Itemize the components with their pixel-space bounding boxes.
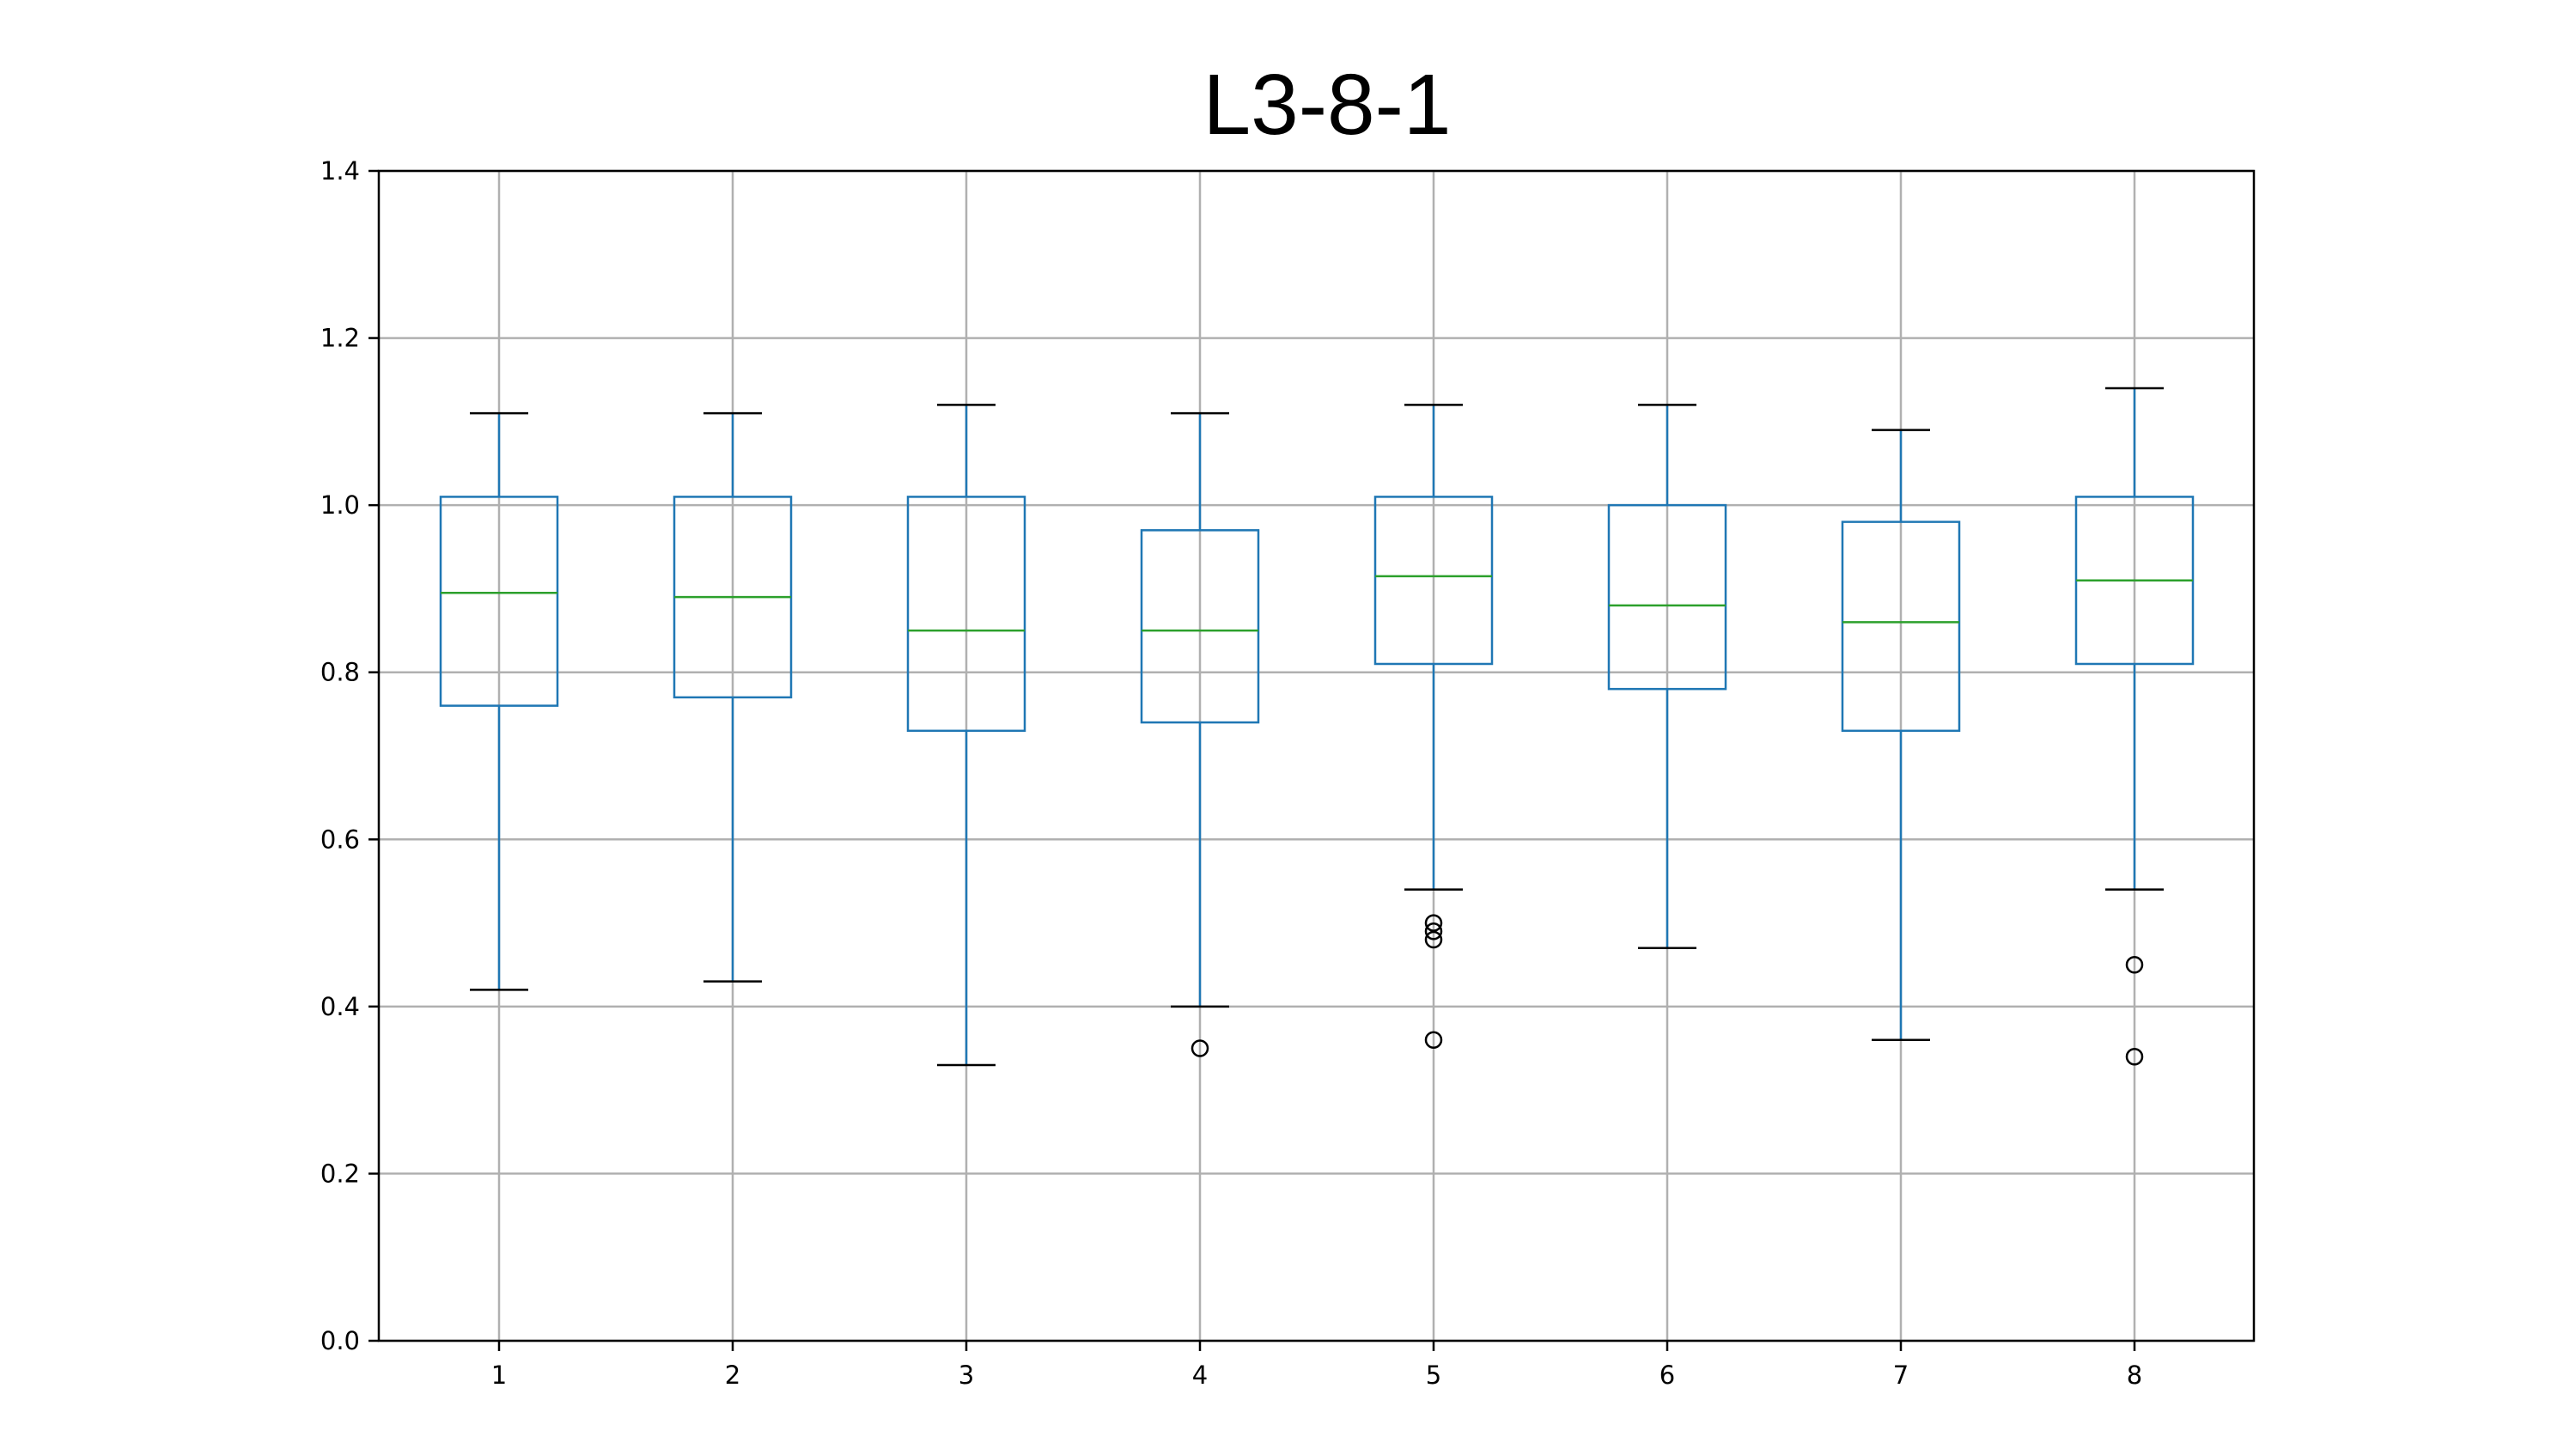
y-tick-label: 1.2 — [320, 324, 360, 353]
outlier-point — [2125, 1047, 2144, 1066]
chart-title: L3-8-1 — [1203, 57, 1452, 153]
iqr-box — [439, 496, 559, 707]
x-tick-label: 4 — [1192, 1361, 1208, 1390]
y-tick-label: 0.6 — [320, 825, 360, 854]
outlier-point — [1424, 922, 1443, 941]
outlier-point — [1191, 1039, 1209, 1057]
grid-lines — [379, 169, 2254, 1342]
iqr-box — [1607, 503, 1727, 691]
x-tick-label: 6 — [1659, 1361, 1675, 1390]
y-tick-label: 1.4 — [320, 156, 360, 186]
iqr-box — [1140, 529, 1260, 724]
box-6 — [1607, 404, 1727, 950]
outlier-point — [1424, 914, 1443, 932]
x-tick-label: 2 — [725, 1361, 740, 1390]
box-2 — [673, 411, 793, 983]
x-tick-label: 5 — [1426, 1361, 1441, 1390]
box-series — [439, 387, 2195, 1067]
x-tick-label: 1 — [491, 1361, 507, 1390]
axis-ticks: 0.0 0.2 0.4 0.6 0.8 1.0 1.2 1.4 1 2 3 4 5 6 7 8 — [320, 156, 2142, 1390]
outlier-point — [1424, 930, 1443, 949]
y-tick-label: 1.0 — [320, 490, 360, 520]
y-tick-label: 0.8 — [320, 658, 360, 687]
box-3 — [906, 404, 1026, 1067]
box-7 — [1841, 429, 1961, 1042]
iqr-box — [1841, 521, 1961, 733]
box-8 — [2074, 387, 2195, 1066]
iqr-box — [906, 496, 1026, 733]
outlier-point — [2125, 955, 2144, 974]
plot-frame — [377, 169, 2256, 1342]
x-tick-label: 7 — [1893, 1361, 1909, 1390]
y-tick-label: 0.2 — [320, 1159, 360, 1188]
x-tick-label: 8 — [2127, 1361, 2142, 1390]
iqr-box — [1373, 496, 1494, 666]
box-5 — [1373, 404, 1494, 1050]
x-tick-label: 3 — [959, 1361, 974, 1390]
box-1 — [439, 411, 559, 991]
box-4 — [1140, 411, 1260, 1057]
y-tick-label: 0.4 — [320, 992, 360, 1021]
y-tick-label: 0.0 — [320, 1326, 360, 1355]
outlier-point — [1424, 1031, 1443, 1050]
